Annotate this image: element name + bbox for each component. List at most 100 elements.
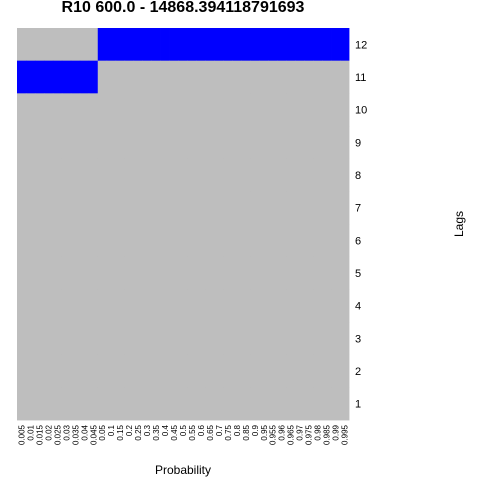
heatmap-cell bbox=[142, 191, 152, 225]
heatmap-cell bbox=[295, 289, 305, 323]
heatmap-cell bbox=[70, 60, 81, 94]
heatmap-cell bbox=[232, 93, 242, 127]
heatmap-cell bbox=[124, 322, 135, 356]
heatmap-cell bbox=[295, 126, 305, 160]
heatmap-cell bbox=[331, 60, 341, 94]
heatmap-cell bbox=[214, 28, 224, 62]
x-tick-label: 0.6 bbox=[197, 424, 206, 436]
x-tick-label: 0.02 bbox=[44, 424, 53, 440]
heatmap-cell bbox=[124, 354, 135, 388]
x-tick-label: 0.965 bbox=[287, 424, 296, 445]
heatmap-cell bbox=[205, 126, 215, 160]
heatmap-cell bbox=[133, 60, 144, 94]
heatmap-cell bbox=[25, 191, 36, 225]
heatmap-cell bbox=[178, 191, 188, 225]
heatmap-cell bbox=[331, 191, 341, 225]
heatmap-cell bbox=[277, 93, 287, 127]
heatmap-cell bbox=[106, 289, 117, 323]
heatmap-cell bbox=[196, 387, 206, 421]
heatmap-cell bbox=[187, 322, 197, 356]
heatmap-cell bbox=[259, 28, 269, 62]
heatmap-cell bbox=[331, 28, 341, 62]
heatmap-cell bbox=[124, 93, 135, 127]
heatmap-cell bbox=[151, 322, 161, 356]
heatmap-cell bbox=[313, 93, 323, 127]
heatmap-cell bbox=[313, 387, 323, 421]
heatmap-cell bbox=[169, 289, 179, 323]
heatmap-cell bbox=[331, 224, 341, 258]
heatmap-cell bbox=[277, 28, 287, 62]
heatmap-cell bbox=[214, 191, 224, 225]
heatmap-cell bbox=[295, 60, 305, 94]
heatmap-cell bbox=[43, 158, 54, 192]
heatmap-cell bbox=[115, 93, 126, 127]
heatmap-cell bbox=[268, 224, 278, 258]
heatmap-cell bbox=[52, 256, 63, 290]
heatmap-cell bbox=[223, 256, 233, 290]
heatmap-cell bbox=[160, 126, 170, 160]
heatmap-cell bbox=[160, 191, 170, 225]
heatmap-cell bbox=[313, 289, 323, 323]
heatmap-cell bbox=[331, 256, 341, 290]
heatmap-cell bbox=[241, 191, 251, 225]
heatmap-cell bbox=[304, 256, 314, 290]
heatmap-cell bbox=[97, 387, 108, 421]
heatmap-cell bbox=[322, 256, 332, 290]
x-tick-label: 0.03 bbox=[62, 424, 71, 440]
heatmap-cell bbox=[196, 126, 206, 160]
heatmap-cell bbox=[250, 60, 260, 94]
heatmap-cell bbox=[142, 387, 152, 421]
heatmap-cell bbox=[304, 289, 314, 323]
heatmap-cell bbox=[142, 322, 152, 356]
heatmap-cell bbox=[331, 354, 341, 388]
heatmap-cell bbox=[133, 322, 144, 356]
heatmap-cell bbox=[52, 191, 63, 225]
y-tick-label: 6 bbox=[355, 235, 361, 247]
heatmap-cell bbox=[106, 387, 117, 421]
heatmap-cell bbox=[304, 93, 314, 127]
heatmap-cell bbox=[34, 224, 45, 258]
heatmap-cell bbox=[304, 158, 314, 192]
heatmap-cell bbox=[331, 322, 341, 356]
heatmap-cell bbox=[25, 158, 36, 192]
heatmap-cell bbox=[169, 60, 179, 94]
heatmap-cell bbox=[250, 28, 260, 62]
heatmap-cell bbox=[160, 256, 170, 290]
heatmap-cell bbox=[322, 289, 332, 323]
heatmap-cell bbox=[277, 191, 287, 225]
heatmap-cell bbox=[34, 28, 45, 62]
heatmap-cell bbox=[196, 322, 206, 356]
heatmap-cell bbox=[259, 126, 269, 160]
heatmap-cell bbox=[79, 191, 90, 225]
heatmap-cell bbox=[79, 289, 90, 323]
x-tick-label: 0.35 bbox=[152, 424, 161, 440]
heatmap-cell bbox=[286, 224, 296, 258]
heatmap-cell bbox=[304, 28, 314, 62]
heatmap-cell bbox=[34, 158, 45, 192]
y-axis-label: Lags bbox=[452, 211, 466, 237]
heatmap-cell bbox=[43, 28, 54, 62]
heatmap-cell bbox=[70, 28, 81, 62]
heatmap-cell bbox=[295, 191, 305, 225]
heatmap-cell bbox=[79, 158, 90, 192]
x-tick-label: 0.2 bbox=[125, 424, 134, 436]
heatmap-cell bbox=[178, 60, 188, 94]
x-tick-label: 0.4 bbox=[161, 424, 170, 436]
heatmap-cell bbox=[286, 387, 296, 421]
heatmap-cell bbox=[286, 158, 296, 192]
heatmap-cell bbox=[169, 158, 179, 192]
x-tick-label: 0.045 bbox=[89, 424, 98, 445]
heatmap-cell bbox=[187, 224, 197, 258]
heatmap-cell bbox=[295, 322, 305, 356]
heatmap-cell bbox=[34, 191, 45, 225]
heatmap-cell bbox=[187, 191, 197, 225]
heatmap-cell bbox=[25, 322, 36, 356]
heatmap-cells bbox=[17, 28, 350, 421]
heatmap-cell bbox=[340, 191, 350, 225]
heatmap-cell bbox=[277, 126, 287, 160]
heatmap-cell bbox=[232, 256, 242, 290]
heatmap-cell bbox=[304, 126, 314, 160]
heatmap-cell bbox=[133, 28, 144, 62]
heatmap-cell bbox=[70, 387, 81, 421]
x-tick-label: 0.15 bbox=[116, 424, 125, 440]
